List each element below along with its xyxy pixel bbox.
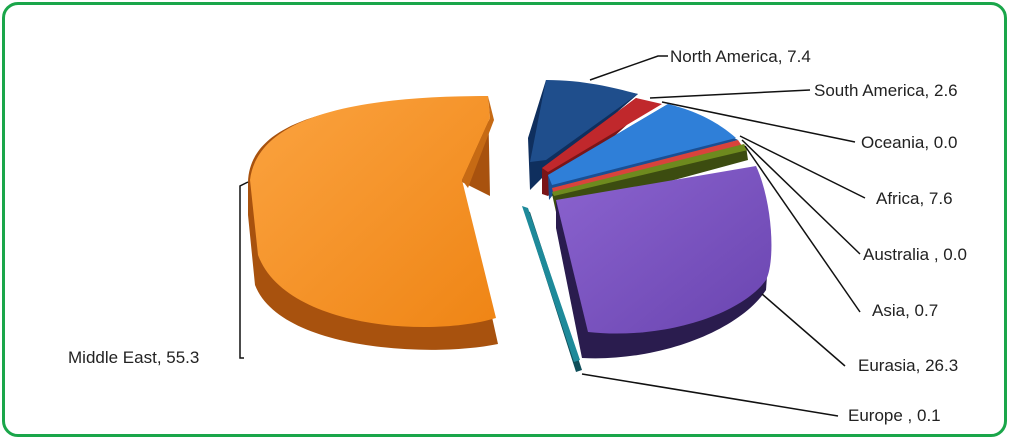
label-asia: Asia, 0.7 [872,301,938,320]
leader-line-asia [744,145,861,313]
label-africa: Africa, 7.6 [876,189,953,208]
label-eurasia: Eurasia, 26.3 [858,356,958,375]
slice-wall-middle-east [462,96,494,188]
label-middle-east: Middle East, 55.3 [68,348,199,367]
leader-line-middle-east [239,181,249,359]
leader-line-africa [739,135,866,199]
pie-slice-eurasia [556,166,772,359]
leader-line-australia [741,139,861,255]
label-south-america: South America, 2.6 [814,81,958,100]
chart-frame [2,2,1007,437]
slices-group [248,80,772,372]
leader-line-north-america [589,55,668,81]
label-australia: Australia , 0.0 [863,245,967,264]
slice-top-asia [552,140,742,192]
slice-top-north-america [530,80,638,162]
data-labels: North America, 7.4 South America, 2.6 Oc… [68,47,967,425]
pie-slice-middle-east [248,96,498,350]
pie-slice-europe [522,206,582,372]
leader-line-europe [581,373,839,417]
leader-line-eurasia [761,293,846,367]
pie-slice-africa [548,104,738,200]
leader-lines [239,55,866,417]
leader-line-oceania [661,101,856,143]
slice-top-eurasia [556,166,772,334]
label-europe: Europe , 0.1 [848,406,941,425]
label-north-america: North America, 7.4 [670,47,811,66]
slice-top-olive [552,144,748,196]
slice-top-middle-east [250,96,496,328]
slice-top-europe [522,206,580,362]
slice-top-south-america [542,98,662,172]
leader-line-south-america [649,89,811,99]
pie-slice-asia [552,140,742,192]
slice-top-africa [548,104,736,185]
label-oceania: Oceania, 0.0 [861,133,957,152]
